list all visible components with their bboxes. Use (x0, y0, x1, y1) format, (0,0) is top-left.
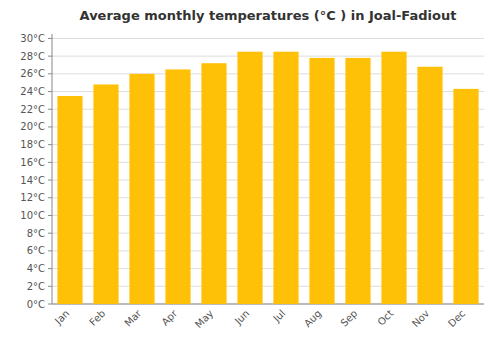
y-tick-label: 28°C (20, 51, 45, 62)
y-tick (48, 144, 52, 145)
y-tick (48, 109, 52, 110)
y-tick-label: 24°C (20, 86, 45, 97)
bar (309, 58, 334, 304)
bar (165, 69, 190, 304)
x-tick-label: Jun (232, 308, 252, 328)
bar (57, 96, 82, 304)
y-tick-label: 10°C (20, 210, 45, 221)
bar (417, 67, 442, 304)
y-axis-line (52, 34, 53, 304)
y-tick-label: 6°C (27, 245, 45, 256)
x-tick-label: Nov (410, 308, 432, 330)
x-axis: Jan Feb Mar Apr May Jun Jul Aug Sep Oct Nov Dec (52, 307, 467, 330)
x-tick-label: May (193, 308, 215, 330)
y-tick-label: 14°C (20, 175, 45, 186)
bar (201, 63, 226, 304)
x-tick-label: Dec (446, 308, 467, 329)
x-tick-label: Oct (375, 308, 395, 328)
y-tick (48, 250, 52, 251)
bar (345, 58, 370, 304)
y-tick (48, 197, 52, 198)
bar (129, 74, 154, 304)
y-tick (48, 286, 52, 287)
y-tick-label: 20°C (20, 121, 45, 132)
grid-line (52, 38, 484, 39)
y-tick (48, 180, 52, 181)
y-tick-label: 26°C (20, 68, 45, 79)
x-tick-label: Mar (122, 307, 144, 329)
y-tick (48, 126, 52, 127)
chart-svg: Average monthly temperatures (°C ) in Jo… (0, 0, 500, 350)
bars (57, 52, 478, 304)
bar (273, 52, 298, 304)
bar (93, 84, 118, 304)
y-tick (48, 73, 52, 74)
y-tick-label: 16°C (20, 157, 45, 168)
y-tick-label: 8°C (27, 228, 45, 239)
y-tick (48, 233, 52, 234)
y-axis: 0°C 2°C 4°C 6°C 8°C 10°C 12°C 14°C 16°C 18°C 20°C 2… (20, 33, 484, 310)
y-tick-label: 0°C (27, 299, 45, 310)
y-tick (48, 215, 52, 216)
bar (453, 89, 478, 304)
y-tick (48, 56, 52, 57)
x-tick-label: Jan (52, 308, 71, 327)
y-tick (48, 304, 52, 305)
x-tick-label: Feb (87, 308, 107, 328)
y-tick-label: 4°C (27, 263, 45, 274)
y-tick-label: 12°C (20, 192, 45, 203)
y-tick (48, 91, 52, 92)
y-tick (48, 38, 52, 39)
bar (237, 52, 262, 304)
bar (381, 52, 406, 304)
y-tick-label: 2°C (27, 281, 45, 292)
y-tick (48, 268, 52, 269)
page: {"chart_data": {"type": "bar", "title": … (0, 0, 500, 350)
x-tick-label: Aug (302, 308, 324, 330)
chart-container: Average monthly temperatures (°C ) in Jo… (0, 0, 500, 350)
y-tick (48, 162, 52, 163)
x-tick-label: Sep (338, 308, 359, 329)
y-tick-label: 22°C (20, 104, 45, 115)
y-tick-label: 30°C (20, 33, 45, 44)
x-tick-label: Jul (270, 308, 287, 325)
x-tick-label: Apr (159, 307, 180, 328)
grid-line (52, 56, 484, 57)
y-tick-label: 18°C (20, 139, 45, 150)
chart-title: Average monthly temperatures (°C ) in Jo… (80, 8, 457, 23)
